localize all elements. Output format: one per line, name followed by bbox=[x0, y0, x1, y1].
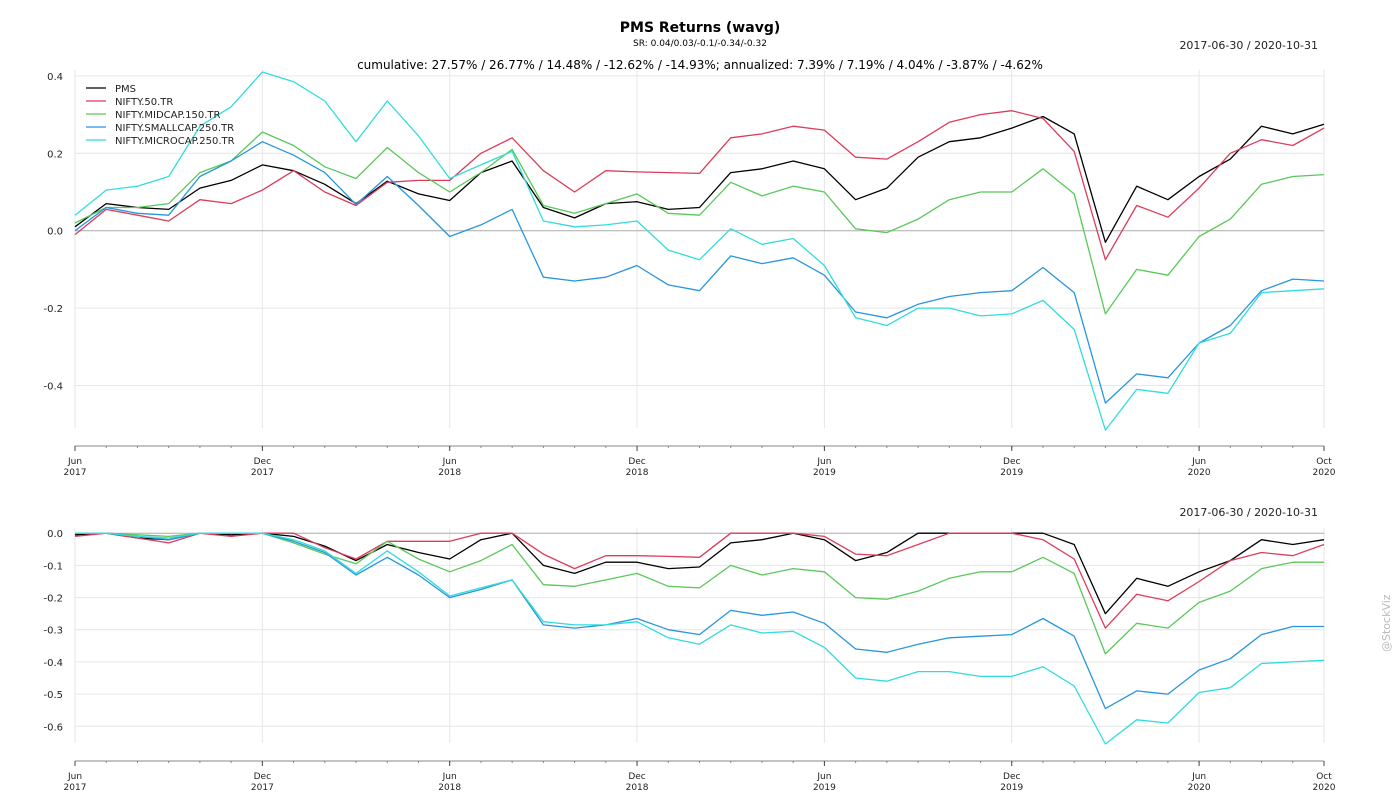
y-tick-label: 0.0 bbox=[47, 227, 63, 238]
x-tick-year: 2019 bbox=[1000, 468, 1023, 478]
y-tick-label: 0.4 bbox=[47, 72, 63, 83]
y-tick-label: -0.2 bbox=[43, 304, 63, 315]
legend-label: NIFTY.50.TR bbox=[115, 97, 173, 108]
series-line-nifty-midcap-150-tr bbox=[74, 131, 1325, 315]
x-tick-year: 2019 bbox=[1000, 783, 1023, 793]
x-tick-month: Oct bbox=[1316, 457, 1332, 467]
x-tick-year: 2020 bbox=[1188, 468, 1211, 478]
x-tick-year: 2018 bbox=[438, 783, 461, 793]
legend-label: NIFTY.MICROCAP.250.TR bbox=[115, 136, 235, 147]
cumulative-returns-subtitle: cumulative: 27.57% / 26.77% / 14.48% / -… bbox=[357, 58, 1043, 72]
sharpe-ratio-subtitle: SR: 0.04/0.03/-0.1/-0.34/-0.32 bbox=[633, 39, 767, 49]
x-tick-month: Jun bbox=[1191, 457, 1206, 467]
y-tick-label: -0.4 bbox=[43, 658, 63, 669]
x-tick-year: 2018 bbox=[626, 468, 649, 478]
x-tick-year: 2018 bbox=[626, 783, 649, 793]
y-tick-label: -0.6 bbox=[43, 722, 63, 733]
x-tick-month: Jun bbox=[816, 457, 831, 467]
x-tick-year: 2017 bbox=[251, 468, 274, 478]
y-tick-label: 0.2 bbox=[47, 149, 63, 160]
y-tick-label: -0.3 bbox=[43, 626, 63, 637]
x-tick-month: Jun bbox=[442, 457, 457, 467]
x-tick-month: Jun bbox=[442, 772, 457, 782]
x-tick-month: Jun bbox=[1191, 772, 1206, 782]
x-tick-year: 2017 bbox=[64, 468, 87, 478]
x-tick-year: 2019 bbox=[813, 783, 836, 793]
drawdown-chart: 0.0-0.1-0.2-0.3-0.4-0.5-0.6Jun2017Dec201… bbox=[43, 528, 1336, 793]
date-range-top: 2017-06-30 / 2020-10-31 bbox=[1179, 39, 1318, 52]
x-tick-month: Jun bbox=[67, 772, 82, 782]
series-line-nifty-50-tr bbox=[74, 110, 1325, 261]
x-tick-month: Jun bbox=[816, 772, 831, 782]
y-tick-label: -0.5 bbox=[43, 690, 63, 701]
date-range-bottom: 2017-06-30 / 2020-10-31 bbox=[1179, 506, 1318, 519]
x-tick-year: 2020 bbox=[1313, 783, 1336, 793]
returns-chart: 0.40.20.0-0.2-0.4Jun2017Dec2017Jun2018De… bbox=[43, 70, 1336, 478]
x-tick-month: Dec bbox=[1003, 772, 1020, 782]
x-tick-month: Oct bbox=[1316, 772, 1332, 782]
x-tick-month: Dec bbox=[628, 772, 645, 782]
series-line-nifty-smallcap-250-tr bbox=[74, 141, 1325, 404]
y-tick-label: -0.2 bbox=[43, 594, 63, 605]
x-tick-month: Dec bbox=[254, 457, 271, 467]
x-tick-year: 2018 bbox=[438, 468, 461, 478]
x-tick-year: 2017 bbox=[251, 783, 274, 793]
x-tick-year: 2020 bbox=[1188, 783, 1211, 793]
x-tick-month: Dec bbox=[628, 457, 645, 467]
series-line-nifty-midcap-150-tr bbox=[75, 532, 1324, 655]
y-tick-label: -0.1 bbox=[43, 561, 63, 572]
x-tick-year: 2019 bbox=[813, 468, 836, 478]
series-line-nifty-microcap-250-tr bbox=[74, 71, 1325, 431]
legend: PMS NIFTY.50.TR NIFTY.MIDCAP.150.TR NIFTY.S… bbox=[86, 84, 235, 147]
x-tick-year: 2017 bbox=[64, 783, 87, 793]
series-line-pms bbox=[74, 115, 1325, 243]
x-tick-year: 2020 bbox=[1313, 468, 1336, 478]
y-tick-label: 0.0 bbox=[47, 529, 63, 540]
x-tick-month: Dec bbox=[254, 772, 271, 782]
y-tick-label: -0.4 bbox=[43, 382, 63, 393]
x-tick-month: Jun bbox=[67, 457, 82, 467]
x-tick-month: Dec bbox=[1003, 457, 1020, 467]
legend-label: PMS bbox=[115, 84, 136, 95]
legend-label: NIFTY.MIDCAP.150.TR bbox=[115, 110, 221, 121]
series-line-nifty-50-tr bbox=[74, 532, 1325, 629]
series-line-nifty-microcap-250-tr bbox=[75, 532, 1325, 745]
series-line-nifty-smallcap-250-tr bbox=[75, 532, 1324, 710]
chart-title: PMS Returns (wavg) bbox=[619, 20, 781, 36]
series-line-pms bbox=[74, 532, 1325, 615]
legend-label: NIFTY.SMALLCAP.250.TR bbox=[115, 123, 234, 134]
